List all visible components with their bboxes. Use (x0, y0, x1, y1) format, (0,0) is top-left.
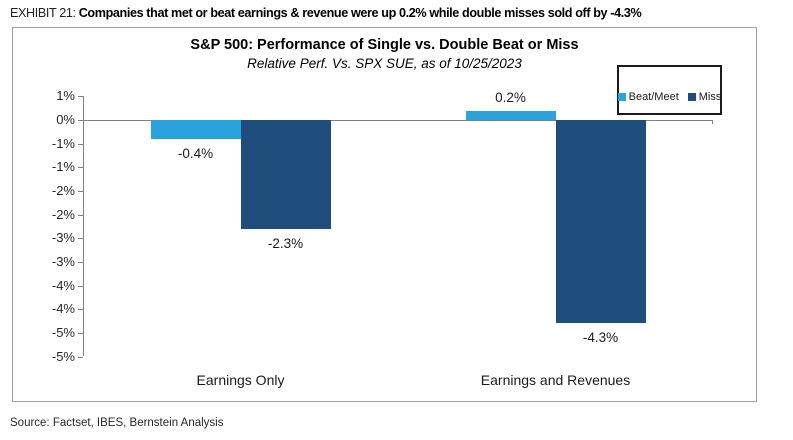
y-axis-tick (78, 332, 83, 334)
y-axis-tick-label: -4% (51, 277, 75, 293)
exhibit-header: EXHIBIT 21: Companies that met or beat e… (10, 5, 762, 20)
exhibit-label: EXHIBIT 21: (10, 5, 76, 20)
y-axis-tick-label: -1% (51, 159, 75, 175)
chart-subtitle: Relative Perf. Vs. SPX SUE, as of 10/25/… (247, 56, 522, 71)
y-axis-tick (78, 356, 83, 358)
y-axis-tick (78, 96, 83, 98)
bar-miss-earnings-and-revenues (555, 120, 646, 324)
y-axis-tick (78, 261, 83, 263)
y-axis-tick-label: -2% (51, 206, 75, 222)
y-axis-tick (78, 143, 83, 145)
source-note: Source: Factset, IBES, Bernstein Analysi… (10, 417, 224, 429)
y-axis-tick-label: 1% (56, 88, 75, 104)
y-axis-tick (78, 120, 83, 121)
y-axis-tick-label: -1% (51, 135, 75, 151)
legend-marker-miss (687, 93, 696, 101)
y-axis-tick (78, 285, 83, 287)
legend-label: Beat/Meet (628, 91, 679, 103)
legend-label: Miss (698, 91, 722, 103)
bar-miss-earnings-only (240, 120, 331, 229)
legend-marker-beat-meet (617, 93, 626, 101)
y-axis-tick-label: -2% (51, 182, 75, 198)
y-axis-tick (78, 214, 83, 216)
x-axis-category-label: Earnings Only (196, 372, 285, 388)
y-axis-tick-label: -5% (51, 324, 75, 340)
plot-area: 1% 0% -1% -1% -2% -2% -3% -3% -4% -4% -5% -5% -0.4% -… (13, 28, 756, 401)
y-axis-tick (78, 167, 83, 169)
y-axis-tick (78, 238, 83, 240)
bar-value-label: -2.3% (267, 235, 304, 251)
bar-value-label: 0.2% (495, 89, 526, 105)
legend-item-miss: Miss (687, 91, 722, 103)
bar-beat-meet-earnings-and-revenues (465, 110, 556, 120)
y-axis-tick-label: -4% (51, 301, 75, 317)
y-axis-tick-label: -3% (51, 253, 75, 269)
exhibit-headline: Companies that met or beat earnings & re… (78, 5, 642, 20)
legend: Beat/Meet Miss (617, 65, 722, 115)
zero-line (83, 120, 713, 121)
y-axis-tick-label: 0% (56, 112, 75, 127)
y-axis-tick-label: -5% (51, 348, 75, 364)
zero-line-end-tick (712, 120, 713, 124)
bar-value-label: -4.3% (582, 330, 619, 346)
chart-title: S&P 500: Performance of Single vs. Doubl… (190, 37, 579, 53)
bar-value-label: -0.4% (177, 145, 214, 161)
chart-frame: S&P 500: Performance of Single vs. Doubl… (12, 27, 757, 402)
y-axis-tick (78, 190, 83, 192)
y-axis-tick-label: -3% (51, 230, 75, 246)
bar-beat-meet-earnings-only (150, 120, 241, 139)
y-axis-tick (78, 309, 83, 311)
legend-item-beat-meet: Beat/Meet (617, 91, 679, 103)
y-axis-line (83, 96, 84, 357)
x-axis-category-label: Earnings and Revenues (480, 372, 631, 388)
